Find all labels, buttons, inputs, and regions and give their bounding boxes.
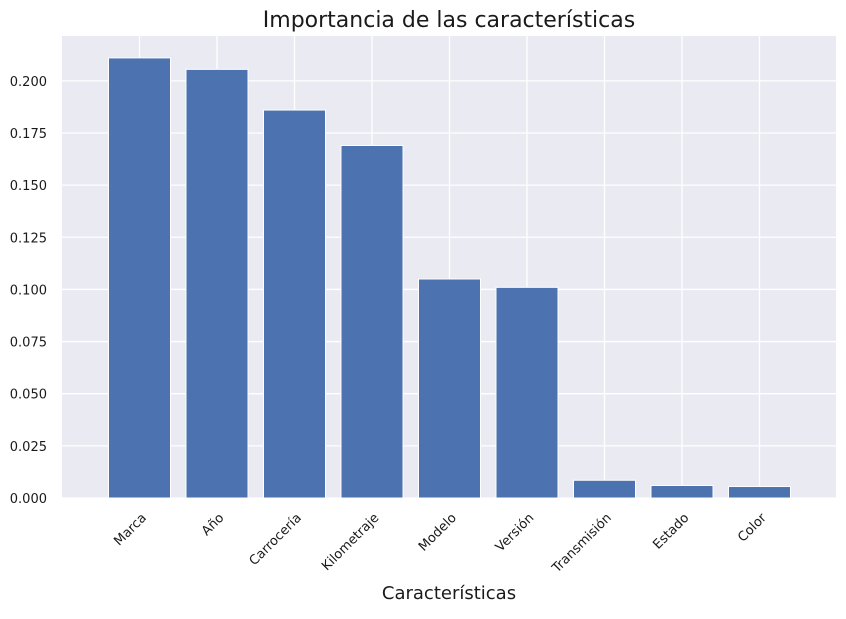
x-tick-label: Año [199,511,227,539]
bar-año [185,68,249,499]
y-tick-label: 0.200 [10,75,47,90]
bar-transmisión [573,479,636,499]
x-tick-label: Carrocería [247,511,305,569]
bar-modelo [418,278,481,499]
bar-marca [108,57,171,499]
y-tick-label: 0.150 [10,179,47,194]
bar-color [728,486,791,499]
y-tick-label: 0.125 [10,231,47,246]
x-axis-title: Características [382,583,516,604]
y-axis-ticks: 0.000 0.025 0.050 0.075 0.100 0.125 0.150 0.175… [10,75,47,507]
y-tick-label: 0.100 [10,283,47,298]
x-tick-label: Modelo [416,511,460,555]
x-tick-label: Estado [650,511,692,553]
x-tick-label: Transmisión [549,511,615,577]
bar-carrocería [263,109,326,499]
y-tick-label: 0.175 [10,127,47,142]
x-tick-label: Kilometraje [319,511,382,574]
bars [108,57,791,499]
y-tick-label: 0.025 [10,440,47,455]
bar-versión [495,286,559,499]
y-tick-label: 0.050 [10,388,47,403]
y-tick-label: 0.000 [10,492,47,507]
y-tick-label: 0.075 [10,336,47,351]
x-tick-label: Color [735,510,770,545]
x-tick-label: Marca [111,511,149,549]
x-axis-ticks: Marca Año Carrocería Kilometraje Modelo Versi… [111,510,770,576]
x-tick-label: Versión [493,511,537,555]
bar-estado [650,484,714,499]
chart-title: Importancia de las características [263,8,635,33]
bar-kilometraje [340,145,404,499]
